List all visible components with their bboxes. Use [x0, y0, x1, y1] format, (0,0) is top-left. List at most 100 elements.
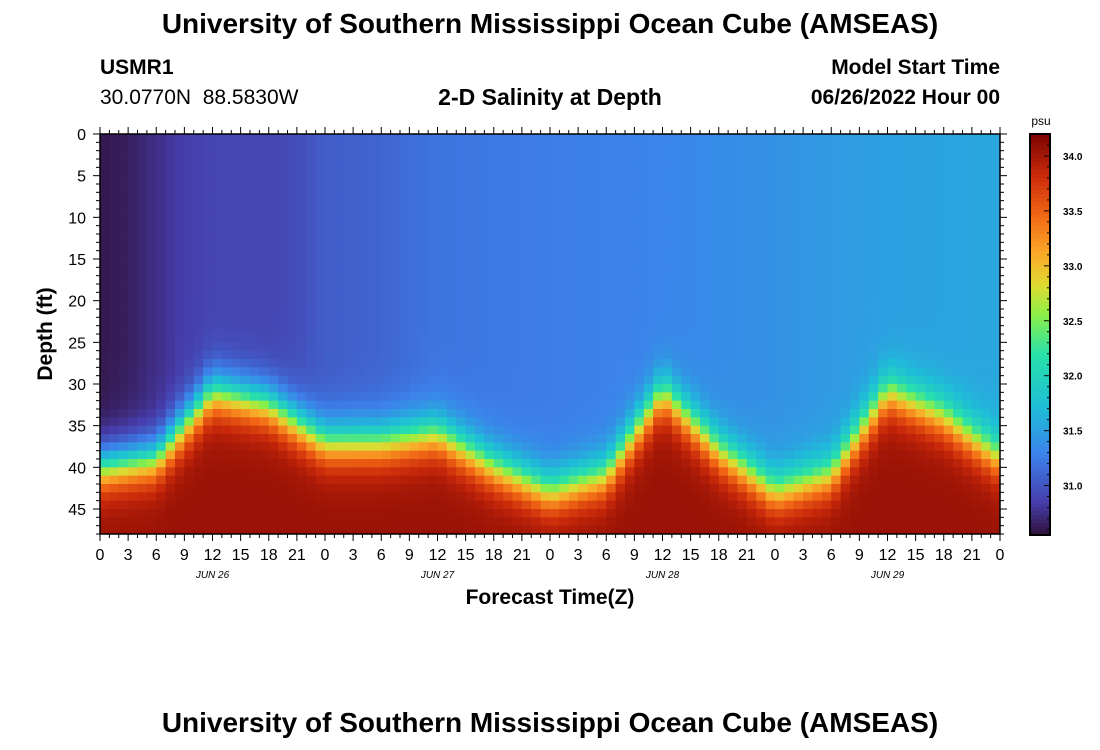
- heatmap-cell: [634, 384, 645, 393]
- heatmap-cell: [803, 367, 814, 377]
- heatmap-cell: [493, 309, 504, 318]
- heatmap-cell: [596, 292, 607, 302]
- heatmap-cell: [343, 392, 354, 402]
- heatmap-cell: [221, 409, 232, 418]
- heatmap-cell: [184, 184, 195, 193]
- heatmap-cell: [803, 284, 814, 293]
- heatmap-cell: [446, 475, 457, 485]
- heatmap-cell: [953, 375, 964, 385]
- heatmap-cell: [493, 142, 504, 152]
- heatmap-cell: [381, 409, 392, 418]
- heatmap-cell: [428, 242, 439, 252]
- heatmap-cell: [484, 517, 495, 527]
- heatmap-cell: [690, 442, 701, 452]
- heatmap-cell: [596, 175, 607, 185]
- heatmap-cell: [550, 250, 560, 260]
- heatmap-cell: [353, 492, 364, 502]
- heatmap-cell: [906, 367, 917, 377]
- heatmap-cell: [165, 409, 176, 418]
- heatmap-cell: [456, 525, 467, 534]
- heatmap-cell: [756, 142, 767, 152]
- heatmap-cell: [868, 375, 879, 385]
- heatmap-cell: [925, 400, 935, 410]
- heatmap-cell: [606, 350, 617, 360]
- heatmap-cell: [718, 317, 729, 327]
- heatmap-cell: [887, 384, 898, 393]
- heatmap-cell: [128, 459, 139, 468]
- heatmap-cell: [915, 492, 926, 502]
- heatmap-cell: [203, 334, 214, 343]
- heatmap-cell: [906, 509, 917, 518]
- heatmap-cell: [446, 334, 457, 343]
- heatmap-cell: [446, 292, 457, 302]
- heatmap-cell: [634, 217, 645, 227]
- heatmap-cell: [400, 142, 410, 152]
- heatmap-cell: [437, 417, 448, 427]
- heatmap-cell: [250, 409, 260, 418]
- heatmap-cell: [971, 467, 982, 477]
- heatmap-cell: [465, 484, 476, 493]
- heatmap-cell: [634, 525, 645, 534]
- heatmap-cell: [615, 267, 626, 277]
- heatmap-cell: [671, 350, 682, 360]
- heatmap-cell: [353, 309, 364, 318]
- heatmap-cell: [643, 134, 654, 143]
- heatmap-cell: [793, 400, 804, 410]
- heatmap-cell: [353, 217, 364, 227]
- heatmap-cell: [925, 350, 935, 360]
- heatmap-cell: [746, 492, 757, 502]
- heatmap-cell: [540, 375, 551, 385]
- heatmap-cell: [709, 450, 720, 460]
- heatmap-cell: [390, 284, 401, 293]
- heatmap-cell: [803, 292, 814, 302]
- heatmap-cell: [859, 509, 870, 518]
- heatmap-cell: [803, 275, 814, 285]
- heatmap-cell: [559, 225, 570, 235]
- heatmap-cell: [971, 209, 982, 218]
- heatmap-cell: [775, 409, 785, 418]
- heatmap-cell: [531, 525, 542, 534]
- heatmap-cell: [831, 334, 842, 343]
- heatmap-cell: [906, 267, 917, 277]
- heatmap-cell: [268, 384, 279, 393]
- heatmap-cell: [418, 525, 429, 534]
- heatmap-cell: [184, 242, 195, 252]
- heatmap-cell: [240, 267, 251, 277]
- heatmap-cell: [606, 409, 617, 418]
- heatmap-cell: [193, 250, 204, 260]
- heatmap-cell: [109, 525, 120, 534]
- heatmap-cell: [821, 300, 832, 310]
- heatmap-cell: [184, 234, 195, 243]
- heatmap-cell: [231, 350, 242, 360]
- heatmap-cell: [531, 259, 542, 268]
- heatmap-cell: [878, 400, 889, 410]
- heatmap-cell: [746, 392, 757, 402]
- heatmap-cell: [728, 350, 739, 360]
- heatmap-cell: [671, 167, 682, 177]
- heatmap-cell: [203, 167, 214, 177]
- heatmap-cell: [146, 209, 157, 218]
- heatmap-cell: [784, 134, 795, 143]
- heatmap-cell: [446, 309, 457, 318]
- heatmap-cell: [550, 500, 560, 510]
- heatmap-cell: [925, 300, 935, 310]
- heatmap-cell: [878, 317, 889, 327]
- heatmap-cell: [643, 192, 654, 202]
- y-tick-label: 15: [68, 252, 86, 269]
- heatmap-cell: [737, 392, 748, 402]
- heatmap-cell: [287, 242, 298, 252]
- heatmap-cell: [268, 284, 279, 293]
- heatmap-cell: [212, 309, 223, 318]
- heatmap-cell: [746, 425, 757, 435]
- heatmap-cell: [681, 175, 692, 185]
- heatmap-cell: [531, 217, 542, 227]
- heatmap-cell: [268, 225, 279, 235]
- heatmap-cell: [728, 375, 739, 385]
- heatmap-cell: [521, 384, 532, 393]
- heatmap-cell: [128, 500, 139, 510]
- heatmap-cell: [690, 150, 701, 160]
- heatmap-cell: [587, 450, 598, 460]
- heatmap-cell: [662, 184, 673, 193]
- heatmap-cell: [325, 334, 335, 343]
- heatmap-cell: [315, 525, 326, 534]
